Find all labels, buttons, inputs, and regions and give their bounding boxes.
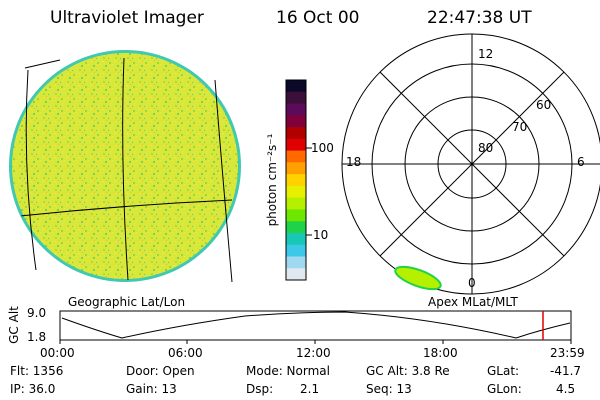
altitude-curve bbox=[61, 311, 571, 339]
info-mode: Mode: Normal bbox=[246, 364, 330, 378]
colorbar-segment bbox=[286, 162, 306, 175]
longitude-gridline-left bbox=[25, 69, 37, 271]
info-ip: IP: 36.0 bbox=[10, 382, 56, 396]
colorbar-segment bbox=[286, 256, 306, 269]
latitude-gridline bbox=[19, 199, 233, 217]
colorbar-segment bbox=[286, 221, 306, 234]
colorbar bbox=[286, 80, 306, 281]
info-glat-value: -41.7 bbox=[550, 364, 582, 378]
altitude-xtick-1800: 18:00 bbox=[423, 346, 458, 360]
colorbar-segment bbox=[286, 185, 306, 199]
colorbar-segment bbox=[286, 150, 306, 163]
colorbar-segment bbox=[286, 209, 306, 222]
altitude-ytick-max: 9.0 bbox=[27, 306, 47, 320]
colorbar-segment bbox=[286, 138, 306, 152]
info-glon: GLon: bbox=[487, 382, 522, 396]
altitude-plot-frame bbox=[59, 310, 572, 341]
altitude-xtick-1200: 12:00 bbox=[296, 346, 331, 360]
altitude-xtick-2359: 23:59 bbox=[550, 346, 585, 360]
colorbar-segment bbox=[286, 127, 306, 140]
mlt-label-6: 6 bbox=[577, 155, 585, 169]
info-seq: Seq: 13 bbox=[366, 382, 412, 396]
info-dsp: Dsp: bbox=[246, 382, 274, 396]
right-panel-caption: Apex MLat/MLT bbox=[428, 295, 518, 309]
mlt-label-0: 0 bbox=[468, 276, 476, 290]
earth-disk-image bbox=[9, 50, 241, 283]
colorbar-segment bbox=[286, 268, 306, 281]
colorbar-segment bbox=[286, 174, 306, 187]
mlt-label-18: 18 bbox=[346, 155, 362, 169]
info-door: Door: Open bbox=[126, 364, 195, 378]
altitude-ylabel: GC Alt bbox=[7, 306, 21, 344]
colorbar-tick-100: 100 bbox=[311, 141, 334, 155]
colorbar-segment bbox=[286, 244, 306, 257]
time-label: 22:47:38 UT bbox=[427, 8, 532, 28]
altitude-ytick-min: 1.8 bbox=[27, 330, 47, 344]
altitude-xtick-0000: 00:00 bbox=[40, 346, 75, 360]
lat-label-60: 60 bbox=[536, 98, 552, 112]
colorbar-segment bbox=[286, 103, 306, 116]
polar-grid bbox=[341, 33, 600, 295]
longitude-gridline bbox=[122, 57, 129, 281]
gridline-stub bbox=[24, 59, 61, 69]
left-panel-caption: Geographic Lat/Lon bbox=[68, 295, 186, 309]
mlt-label-12: 12 bbox=[478, 47, 494, 61]
info-glon-value: 4.5 bbox=[556, 382, 576, 396]
colorbar-segment bbox=[286, 232, 306, 246]
polar-diagonal-2 bbox=[379, 71, 565, 257]
info-gain: Gain: 13 bbox=[126, 382, 177, 396]
lat-label-70: 70 bbox=[512, 120, 528, 134]
auroral-emission-patch bbox=[394, 265, 442, 291]
info-dsp-value: 2.1 bbox=[300, 382, 320, 396]
colorbar-unit-label: photon cm⁻²s⁻¹ bbox=[265, 133, 279, 227]
info-flight: Flt: 1356 bbox=[10, 364, 64, 378]
altitude-plot bbox=[59, 310, 572, 344]
colorbar-segment bbox=[286, 80, 306, 93]
longitude-gridline-right bbox=[214, 79, 233, 283]
altitude-xtick-0600: 06:00 bbox=[168, 346, 203, 360]
colorbar-tick-10: 10 bbox=[313, 228, 329, 242]
date-label: 16 Oct 00 bbox=[276, 8, 360, 28]
colorbar-segment bbox=[286, 115, 306, 128]
info-gc-alt: GC Alt: 3.8 Re bbox=[366, 364, 450, 378]
info-glat: GLat: bbox=[487, 364, 520, 378]
instrument-title: Ultraviolet Imager bbox=[50, 8, 204, 28]
colorbar-segment bbox=[286, 197, 306, 210]
lat-label-80: 80 bbox=[478, 141, 494, 155]
colorbar-segment bbox=[286, 91, 306, 105]
